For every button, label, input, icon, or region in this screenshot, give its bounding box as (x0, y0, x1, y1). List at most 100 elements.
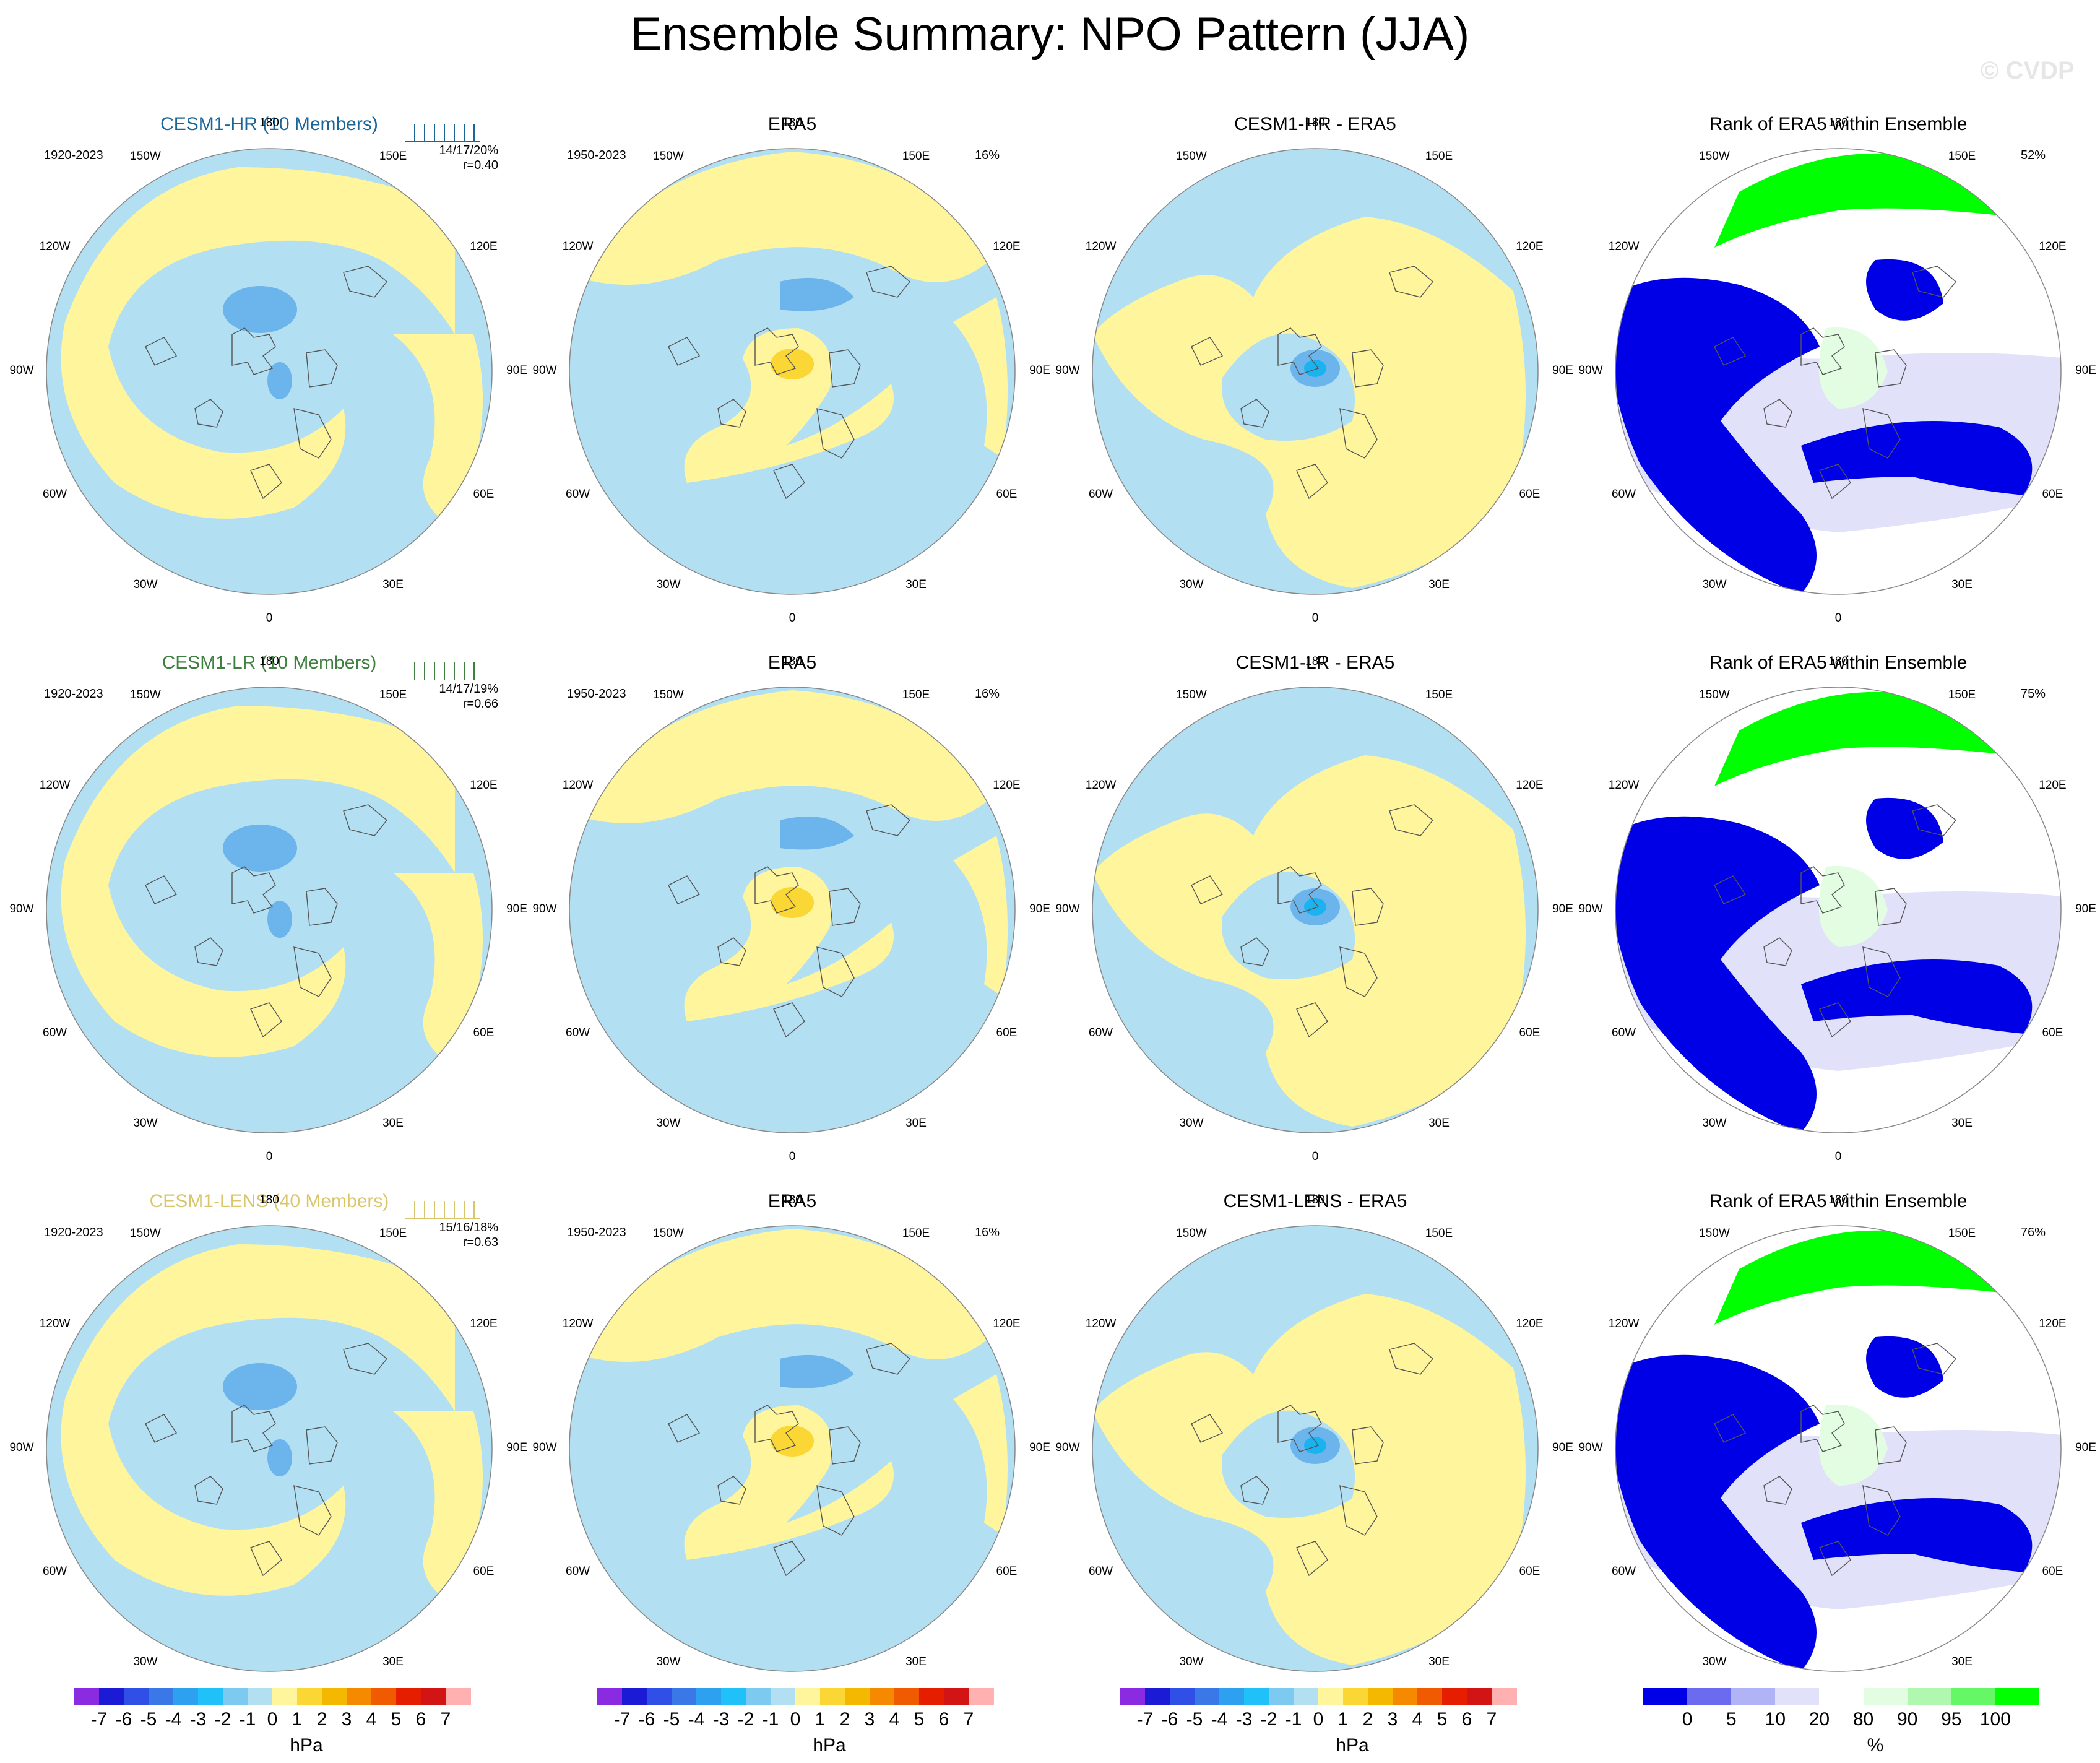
panel-title: CESM1-HR - ERA5 (1234, 114, 1396, 134)
direction-label: 150E (379, 1226, 407, 1240)
shading-region (780, 816, 854, 850)
shading-region (393, 1411, 483, 1597)
panel-model-row1: CESM1-HR (10 Members) 180 150E 120E 90E 60E 30… (9, 99, 527, 656)
direction-label: 60W (566, 1565, 590, 1578)
direction-label: 60E (473, 1026, 495, 1039)
direction-label: 180 (782, 655, 802, 668)
colorbar-tick-label: 2 (839, 1709, 850, 1730)
colorbar-swatch (173, 1688, 199, 1705)
direction-label: 90W (9, 903, 34, 916)
pct-colorbar: 0 5 10 20 80 90 95 100% (1628, 1688, 2100, 1756)
direction-label: 60W (43, 1026, 67, 1039)
shading-region (1866, 259, 1943, 321)
shading-region (1714, 1230, 2011, 1325)
colorbar-tick-label: 3 (1387, 1709, 1398, 1730)
direction-label: 60E (473, 1565, 495, 1578)
panel-title: CESM1-LR (10 Members) (162, 652, 377, 673)
colorbar-tick-label: -1 (239, 1709, 256, 1730)
ensemble-stats: 14/17/20% (439, 144, 498, 157)
colorbar-tick-label: 0 (1682, 1709, 1693, 1730)
direction-label: 120E (993, 1317, 1021, 1330)
direction-label: 150E (1948, 688, 1976, 701)
colorbar-tick-label: 4 (366, 1709, 377, 1730)
direction-label: 30E (905, 1655, 927, 1669)
direction-label: 30E (1951, 1655, 1973, 1669)
panel-title: Rank of ERA5 within Ensemble (1709, 114, 1968, 134)
panel-model-row3: CESM1-LENS (40 Members) 180 150E 120E 90E 60E… (9, 1176, 527, 1733)
shading-region (267, 1439, 292, 1476)
variance-explained: 16% (974, 149, 1000, 162)
colorbar-units: hPa (813, 1735, 846, 1756)
colorbar-swatch (371, 1688, 397, 1705)
map-border (1615, 687, 2062, 1133)
direction-label: 90E (506, 364, 527, 377)
direction-label: 0 (789, 612, 796, 625)
direction-label: 30W (133, 578, 158, 592)
direction-label: 30E (905, 1117, 927, 1130)
ensemble-spread-ticks (405, 124, 480, 142)
direction-label: 150E (379, 688, 407, 701)
direction-label: 30E (382, 1117, 404, 1130)
direction-label: 120W (1608, 779, 1640, 792)
direction-label: 90W (1578, 1441, 1603, 1454)
panel-rank-row2: Rank of ERA5 within Ensemble 180 150E 120E 9… (1578, 638, 2096, 1195)
shading-region (953, 836, 1008, 997)
colorbar-tick-label: -2 (1260, 1709, 1277, 1730)
colorbar-swatch (622, 1688, 647, 1705)
colorbar-swatch (322, 1688, 347, 1705)
colorbar-tick-label: 0 (267, 1709, 278, 1730)
direction-label: 180 (1305, 1193, 1325, 1206)
polar-map (1092, 148, 1539, 595)
panel-rank-row3: Rank of ERA5 within Ensemble 180 150E 120E 9… (1578, 1176, 2096, 1733)
map-border (1092, 148, 1539, 595)
variance-explained: 75% (2020, 687, 2046, 701)
coastlines (668, 804, 910, 1038)
direction-label: 150W (130, 688, 161, 701)
direction-label: 30W (1702, 1655, 1727, 1669)
colorbar-tick-label: 5 (1726, 1709, 1737, 1730)
direction-label: 180 (782, 1193, 802, 1206)
direction-label: 60W (1612, 488, 1636, 501)
panel-obs-row2: ERA5 180 150E 120E 90E 60E 30E 0 30W 60W 90W 120W 15… (532, 638, 1050, 1195)
colorbar-tick-label: 1 (1337, 1709, 1349, 1730)
colorbar-swatch (1731, 1688, 1776, 1705)
polar-map (1092, 687, 1539, 1133)
direction-label: 30W (133, 1655, 158, 1669)
direction-label: 120E (993, 240, 1021, 253)
period-label: 1950-2023 (567, 149, 626, 162)
colorbar-swatch (845, 1688, 870, 1705)
panel-rank-row1: Rank of ERA5 within Ensemble 180 150E 120E 9… (1578, 99, 2096, 656)
figure-title: Ensemble Summary: NPO Pattern (JJA) (630, 8, 1470, 61)
direction-label: 60E (996, 1565, 1018, 1578)
colorbar-tick-label: 7 (963, 1709, 974, 1730)
direction-label: 0 (1311, 1150, 1319, 1163)
direction-label: 120W (1608, 1317, 1640, 1330)
shading-region (1801, 421, 2033, 495)
direction-label: 60E (1519, 1026, 1540, 1039)
direction-label: 150W (1176, 688, 1207, 701)
panel-obs-row1: ERA5 180 150E 120E 90E 60E 30E 0 30W 60W 90W 120W 15… (532, 99, 1050, 656)
shading-region (1615, 1354, 1820, 1671)
shading-region (393, 334, 483, 520)
colorbar-tick-label: -2 (737, 1709, 754, 1730)
direction-label: 60W (43, 1565, 67, 1578)
variance-explained: 52% (2020, 149, 2046, 162)
direction-label: 30E (1951, 578, 1973, 592)
direction-label: 120W (562, 779, 594, 792)
direction-label: 60W (1089, 1026, 1113, 1039)
colorbar-tick-label: 2 (1362, 1709, 1373, 1730)
direction-label: 120W (1085, 779, 1117, 792)
colorbar-swatch (1467, 1688, 1492, 1705)
direction-label: 150E (1425, 688, 1453, 701)
direction-label: 180 (1305, 655, 1325, 668)
polar-map (1615, 687, 2062, 1133)
direction-label: 0 (266, 612, 273, 625)
colorbar-swatch (1492, 1688, 1517, 1705)
ensemble-spread-ticks (405, 662, 480, 680)
direction-label: 60E (1519, 1565, 1540, 1578)
shading-layer (1092, 1294, 1526, 1665)
shading-region (1801, 1498, 2033, 1572)
direction-label: 150E (1948, 149, 1976, 163)
colorbar-swatch (1244, 1688, 1269, 1705)
